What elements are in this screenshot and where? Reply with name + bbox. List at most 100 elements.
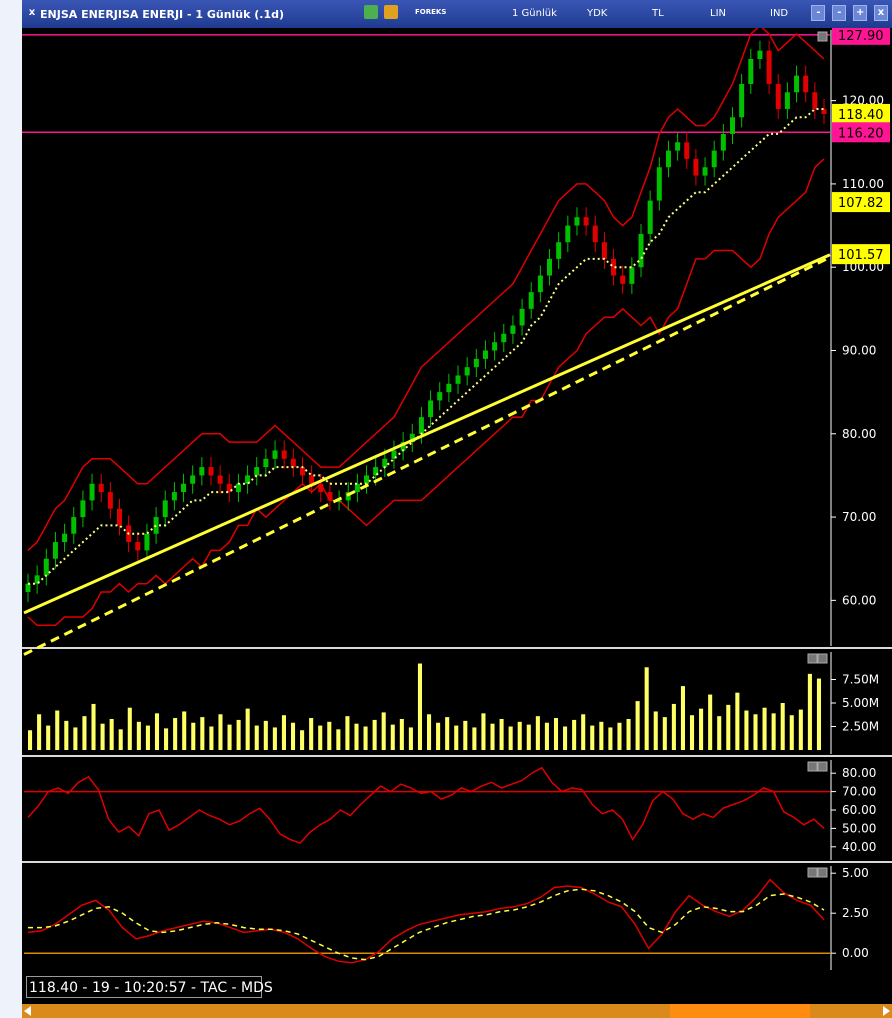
- moving-average-line: [28, 108, 824, 585]
- candle-body: [482, 350, 488, 359]
- candle-body: [629, 267, 635, 284]
- price-tag: [832, 122, 890, 143]
- volume-bar: [662, 717, 667, 750]
- close-icon[interactable]: x: [28, 7, 36, 18]
- price-tick-label: 110.00: [842, 177, 884, 191]
- candle-body: [711, 150, 717, 168]
- candle-body: [400, 442, 406, 451]
- candle-body: [43, 558, 49, 576]
- price-tag: [832, 244, 890, 265]
- period-selector[interactable]: 1 Günlük: [512, 8, 557, 19]
- volume-bar: [635, 701, 640, 750]
- volume-bar: [127, 707, 132, 750]
- rsi-tick-label: 60.00: [842, 803, 876, 817]
- close-button[interactable]: x: [874, 5, 888, 21]
- volume-bar: [798, 709, 803, 750]
- volume-bar: [272, 727, 277, 750]
- maximize-button[interactable]: +: [853, 5, 868, 21]
- volume-tick-label: 7.50M: [842, 673, 879, 687]
- volume-bar: [91, 703, 96, 750]
- scroll-left-icon[interactable]: [24, 1006, 31, 1016]
- candle-body: [812, 92, 818, 109]
- candle-body: [675, 142, 681, 151]
- candle-body: [656, 167, 662, 201]
- macd-signal-line: [28, 888, 825, 961]
- candle-body: [821, 108, 827, 114]
- volume-bar: [490, 723, 495, 750]
- currency-selector[interactable]: TL: [652, 8, 664, 19]
- candle-body: [492, 342, 498, 351]
- candle-body: [263, 458, 269, 468]
- candle-body: [272, 450, 278, 459]
- folder-icon[interactable]: [383, 5, 398, 19]
- volume-bar: [136, 721, 141, 750]
- volume-bar: [762, 707, 767, 750]
- volume-bar: [436, 722, 441, 750]
- candle-body: [647, 200, 653, 234]
- price-tag-label: 118.40: [838, 108, 884, 123]
- volume-bar: [263, 720, 268, 750]
- volume-bar: [427, 714, 432, 750]
- price-tag: [832, 192, 890, 213]
- price-tick-label: 70.00: [842, 510, 876, 524]
- scroll-thumb[interactable]: [670, 1004, 810, 1018]
- candle-body: [547, 258, 553, 276]
- volume-bar: [336, 729, 341, 750]
- candle-body: [437, 392, 443, 401]
- volume-bar: [617, 722, 622, 750]
- volume-bar: [109, 718, 114, 750]
- candle-body: [162, 500, 168, 518]
- bollinger-upper: [27, 28, 825, 551]
- candle-body: [730, 117, 736, 134]
- candle-body: [144, 533, 150, 551]
- volume-bar: [553, 718, 559, 750]
- scroll-right-icon[interactable]: [883, 1006, 890, 1016]
- candle-body: [80, 500, 86, 518]
- panel-settings-icon: [817, 31, 828, 42]
- bollinger-lower: [27, 158, 825, 627]
- volume-bar: [463, 720, 468, 750]
- volume-bar: [318, 725, 323, 750]
- volume-bar: [726, 704, 731, 750]
- volume-bar: [64, 720, 69, 750]
- candle-body: [391, 450, 397, 459]
- volume-bar: [82, 716, 87, 750]
- volume-bar: [499, 718, 504, 750]
- volume-bar: [37, 714, 42, 750]
- candle-body: [71, 517, 77, 534]
- mode-selector[interactable]: IND: [770, 8, 789, 19]
- indicator-icon[interactable]: [364, 5, 378, 19]
- volume-bar: [245, 708, 250, 750]
- candle-body: [720, 133, 726, 151]
- volume-bar: [753, 714, 758, 750]
- volume-bar: [408, 727, 413, 750]
- restore-button[interactable]: -: [832, 5, 847, 21]
- panel-settings-icon: [817, 867, 828, 878]
- volume-bar: [771, 713, 776, 750]
- volume-bar: [780, 703, 785, 750]
- volume-bar: [454, 725, 459, 750]
- candle-body: [254, 467, 260, 476]
- price-tag-label: 101.57: [838, 248, 884, 263]
- volume-bar: [345, 716, 350, 750]
- candle-body: [190, 475, 196, 484]
- candle-body: [592, 225, 598, 243]
- candle-body: [583, 217, 589, 226]
- candle-body: [382, 458, 388, 468]
- candle-body: [565, 225, 571, 243]
- volume-bar: [626, 718, 631, 750]
- candle-body: [336, 500, 342, 502]
- candle-body: [556, 242, 562, 259]
- time-scrollbar[interactable]: [22, 1004, 892, 1018]
- volume-tick-label: 2.50M: [842, 720, 879, 734]
- volume-bar: [363, 726, 368, 750]
- rsi-tick-label: 70.00: [842, 785, 876, 799]
- scale-selector[interactable]: LIN: [710, 8, 727, 19]
- adjust-selector[interactable]: YDK: [587, 8, 608, 19]
- minimize-button[interactable]: -: [811, 5, 826, 21]
- volume-bar: [680, 686, 685, 750]
- chart-area[interactable]: 60.0070.0080.0090.00100.00110.00120.0012…: [22, 28, 892, 972]
- volume-bar: [381, 712, 386, 750]
- volume-bar: [689, 715, 695, 750]
- price-tag-label: 107.82: [838, 196, 884, 211]
